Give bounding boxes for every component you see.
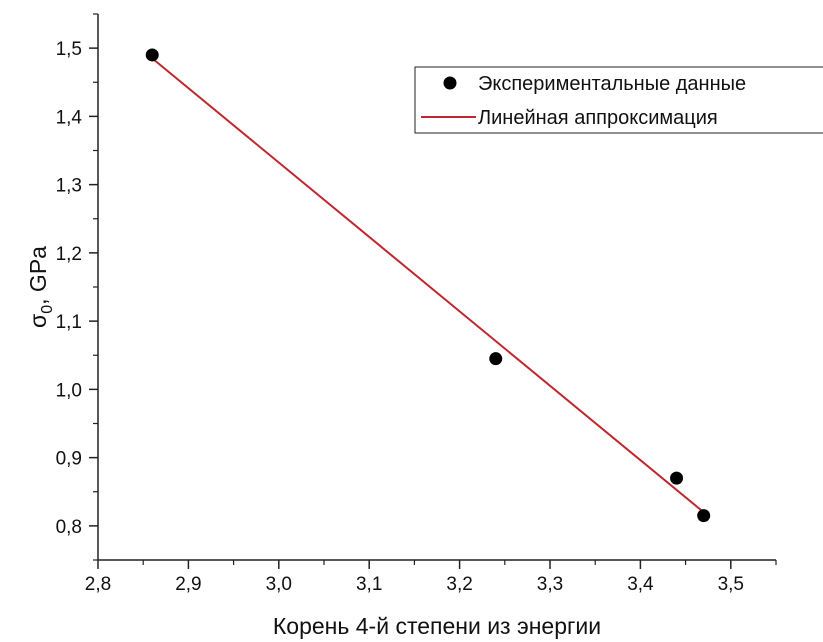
data-point-1 bbox=[489, 352, 503, 366]
data-point-0 bbox=[145, 48, 159, 62]
y-tick-label-7: 1,5 bbox=[56, 39, 82, 60]
tick-labels: 2,8 2,9 3,0 3,1 3,2 3,3 3,4 3,5 0,8 0,9 1,0 1,1 1,2 1… bbox=[56, 39, 744, 595]
legend-box bbox=[414, 66, 823, 134]
legend-label-scatter: Экспериментальные данные bbox=[478, 73, 746, 95]
y-tick-label-4: 1,2 bbox=[56, 244, 82, 265]
x-tick-label-2: 3,0 bbox=[266, 574, 292, 595]
y-axis-title: σ0, GPa bbox=[25, 246, 56, 328]
x-tick-label-5: 3,3 bbox=[537, 574, 563, 595]
fit-line-segment-0 bbox=[151, 57, 705, 513]
data-point-3 bbox=[697, 509, 711, 523]
series-points-group bbox=[145, 48, 711, 523]
legend: Экспериментальные данные Линейная аппрок… bbox=[414, 66, 823, 134]
series-line-group bbox=[151, 57, 705, 513]
y-axis-title-symbol: σ bbox=[25, 314, 51, 328]
data-point-2 bbox=[670, 471, 684, 485]
y-tick-label-0: 0,8 bbox=[56, 517, 82, 538]
x-tick-label-4: 3,2 bbox=[446, 574, 472, 595]
y-tick-label-3: 1,1 bbox=[56, 312, 82, 333]
y-tick-label-1: 0,9 bbox=[56, 449, 82, 470]
y-axis-title-suffix: , GPa bbox=[25, 246, 51, 305]
y-axis-title-subscript: 0 bbox=[39, 305, 56, 314]
y-tick-label-6: 1,4 bbox=[56, 107, 83, 128]
legend-marker-scatter bbox=[443, 76, 457, 90]
x-tick-label-3: 3,1 bbox=[356, 574, 382, 595]
x-tick-label-7: 3,5 bbox=[718, 574, 744, 595]
ticks bbox=[89, 13, 777, 569]
legend-label-line: Линейная аппроксимация bbox=[478, 107, 718, 129]
y-tick-label-5: 1,3 bbox=[56, 176, 82, 197]
x-tick-label-1: 2,9 bbox=[175, 574, 201, 595]
x-axis-title: Корень 4-й степени из энергии bbox=[273, 613, 601, 639]
x-tick-label-6: 3,4 bbox=[627, 574, 654, 595]
x-tick-label-0: 2,8 bbox=[85, 574, 111, 595]
y-tick-label-2: 1,0 bbox=[56, 380, 82, 401]
